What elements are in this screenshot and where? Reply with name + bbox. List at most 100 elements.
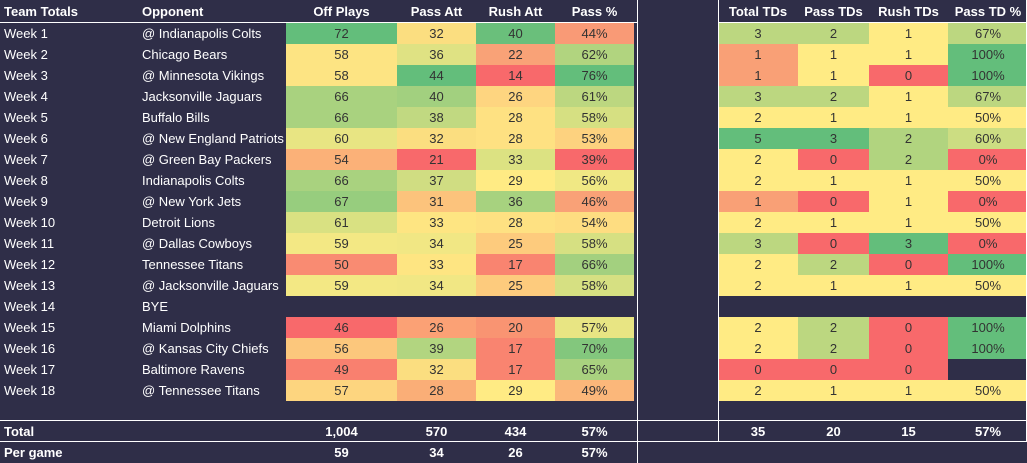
opponent-cell[interactable]: @ Kansas City Chiefs	[142, 341, 269, 356]
pass-pct-cell[interactable]: 70%	[555, 338, 634, 359]
pass-tds-cell[interactable]: 2	[798, 86, 869, 107]
pass-att-cell[interactable]: 26	[397, 317, 476, 338]
pass-pct-cell[interactable]	[555, 296, 634, 317]
pass-td-pct-cell[interactable]: 0%	[948, 149, 1027, 170]
off-plays-cell[interactable]: 67	[286, 191, 397, 212]
pass-td-pct-cell[interactable]: 0%	[948, 233, 1027, 254]
rush-tds-cell[interactable]: 0	[869, 338, 948, 359]
total-tds-cell[interactable]: 2	[718, 254, 798, 275]
pass-tds-cell[interactable]: 2	[798, 23, 869, 44]
week-label[interactable]: Week 3	[4, 68, 48, 83]
rush-att-cell[interactable]: 28	[476, 107, 555, 128]
rush-att-cell[interactable]: 33	[476, 149, 555, 170]
header-rush-att[interactable]: Rush Att	[488, 4, 543, 19]
pass-att-cell[interactable]: 37	[397, 170, 476, 191]
off-plays-cell[interactable]: 57	[286, 380, 397, 401]
pass-tds-cell[interactable]: 2	[798, 338, 869, 359]
total-off-plays[interactable]: 1,004	[325, 424, 358, 439]
pass-att-cell[interactable]: 32	[397, 23, 476, 44]
pass-tds-cell[interactable]: 0	[798, 191, 869, 212]
rush-att-cell[interactable]: 28	[476, 212, 555, 233]
pass-td-pct-cell[interactable]: 50%	[948, 212, 1027, 233]
rush-tds-cell[interactable]: 0	[869, 359, 948, 380]
total-tds-cell[interactable]: 1	[718, 191, 798, 212]
rush-tds-cell[interactable]: 1	[869, 191, 948, 212]
week-label[interactable]: Week 16	[4, 341, 56, 356]
opponent-cell[interactable]: Miami Dolphins	[142, 320, 231, 335]
week-label[interactable]: Week 11	[4, 236, 55, 251]
rush-att-cell[interactable]: 17	[476, 254, 555, 275]
off-plays-cell[interactable]	[286, 296, 397, 317]
total-pass-tds[interactable]: 20	[826, 424, 841, 439]
per-game-off-plays[interactable]: 59	[334, 445, 349, 460]
total-tds-cell[interactable]: 2	[718, 107, 798, 128]
total-rush-tds[interactable]: 15	[901, 424, 916, 439]
pass-att-cell[interactable]: 38	[397, 107, 476, 128]
week-label[interactable]: Week 1	[4, 26, 48, 41]
opponent-cell[interactable]: Jacksonville Jaguars	[142, 89, 262, 104]
week-label[interactable]: Week 14	[4, 299, 56, 314]
pass-tds-cell[interactable]: 3	[798, 128, 869, 149]
header-opponent[interactable]: Opponent	[142, 4, 204, 19]
pass-att-cell[interactable]: 32	[397, 128, 476, 149]
rush-tds-cell[interactable]: 2	[869, 149, 948, 170]
pass-tds-cell[interactable]: 2	[798, 317, 869, 338]
week-label[interactable]: Week 7	[4, 152, 48, 167]
total-tds-cell[interactable]	[718, 296, 798, 317]
pass-att-cell[interactable]	[397, 296, 476, 317]
pass-tds-cell[interactable]: 0	[798, 149, 869, 170]
pass-td-pct-cell[interactable]: 100%	[948, 254, 1027, 275]
rush-tds-cell[interactable]: 1	[869, 212, 948, 233]
opponent-cell[interactable]: Indianapolis Colts	[142, 173, 245, 188]
week-label[interactable]: Week 8	[4, 173, 48, 188]
pass-tds-cell[interactable]: 1	[798, 275, 869, 296]
per-game-opponent-blank[interactable]	[138, 442, 286, 463]
total-pass-td-pct[interactable]: 57%	[974, 424, 1002, 439]
pass-pct-cell[interactable]: 53%	[555, 128, 634, 149]
pass-att-cell[interactable]: 36	[397, 44, 476, 65]
rush-tds-cell[interactable]	[869, 296, 948, 317]
total-tds-cell[interactable]: 3	[718, 233, 798, 254]
pass-td-pct-cell[interactable]: 100%	[948, 44, 1027, 65]
pass-pct-cell[interactable]: 61%	[555, 86, 634, 107]
week-label[interactable]: Week 10	[4, 215, 56, 230]
rush-att-cell[interactable]: 36	[476, 191, 555, 212]
pass-pct-cell[interactable]: 49%	[555, 380, 634, 401]
rush-tds-cell[interactable]: 0	[869, 254, 948, 275]
rush-att-cell[interactable]: 29	[476, 170, 555, 191]
total-rush-att[interactable]: 434	[504, 424, 527, 439]
rush-tds-cell[interactable]: 1	[869, 86, 948, 107]
header-rush-tds[interactable]: Rush TDs	[878, 4, 939, 19]
pass-att-cell[interactable]: 33	[397, 254, 476, 275]
pass-att-cell[interactable]: 32	[397, 359, 476, 380]
week-label[interactable]: Week 18	[4, 383, 56, 398]
rush-tds-cell[interactable]: 1	[869, 380, 948, 401]
off-plays-cell[interactable]: 46	[286, 317, 397, 338]
opponent-cell[interactable]: @ Jacksonville Jaguars	[142, 278, 279, 293]
pass-td-pct-cell[interactable]	[948, 359, 1027, 380]
pass-pct-cell[interactable]: 54%	[555, 212, 634, 233]
pass-tds-cell[interactable]: 1	[798, 107, 869, 128]
pass-tds-cell[interactable]: 0	[798, 359, 869, 380]
rush-att-cell[interactable]: 25	[476, 275, 555, 296]
week-label[interactable]: Week 12	[4, 257, 56, 272]
rush-tds-cell[interactable]: 1	[869, 107, 948, 128]
total-tds-cell[interactable]: 2	[718, 317, 798, 338]
pass-pct-cell[interactable]: 46%	[555, 191, 634, 212]
rush-att-cell[interactable]: 17	[476, 359, 555, 380]
total-tds-cell[interactable]: 2	[718, 149, 798, 170]
pass-td-pct-cell[interactable]: 50%	[948, 380, 1027, 401]
total-pass-att[interactable]: 570	[425, 424, 448, 439]
rush-tds-cell[interactable]: 0	[869, 65, 948, 86]
pass-tds-cell[interactable]: 1	[798, 44, 869, 65]
week-label[interactable]: Week 9	[4, 194, 48, 209]
week-label[interactable]: Week 2	[4, 47, 48, 62]
total-tds-cell[interactable]: 1	[718, 65, 798, 86]
pass-pct-cell[interactable]: 58%	[555, 107, 634, 128]
rush-att-cell[interactable]: 26	[476, 86, 555, 107]
off-plays-cell[interactable]: 59	[286, 233, 397, 254]
opponent-cell[interactable]: @ Dallas Cowboys	[142, 236, 253, 251]
pass-att-cell[interactable]: 28	[397, 380, 476, 401]
per-game-pass-pct[interactable]: 57%	[581, 445, 608, 460]
off-plays-cell[interactable]: 49	[286, 359, 397, 380]
